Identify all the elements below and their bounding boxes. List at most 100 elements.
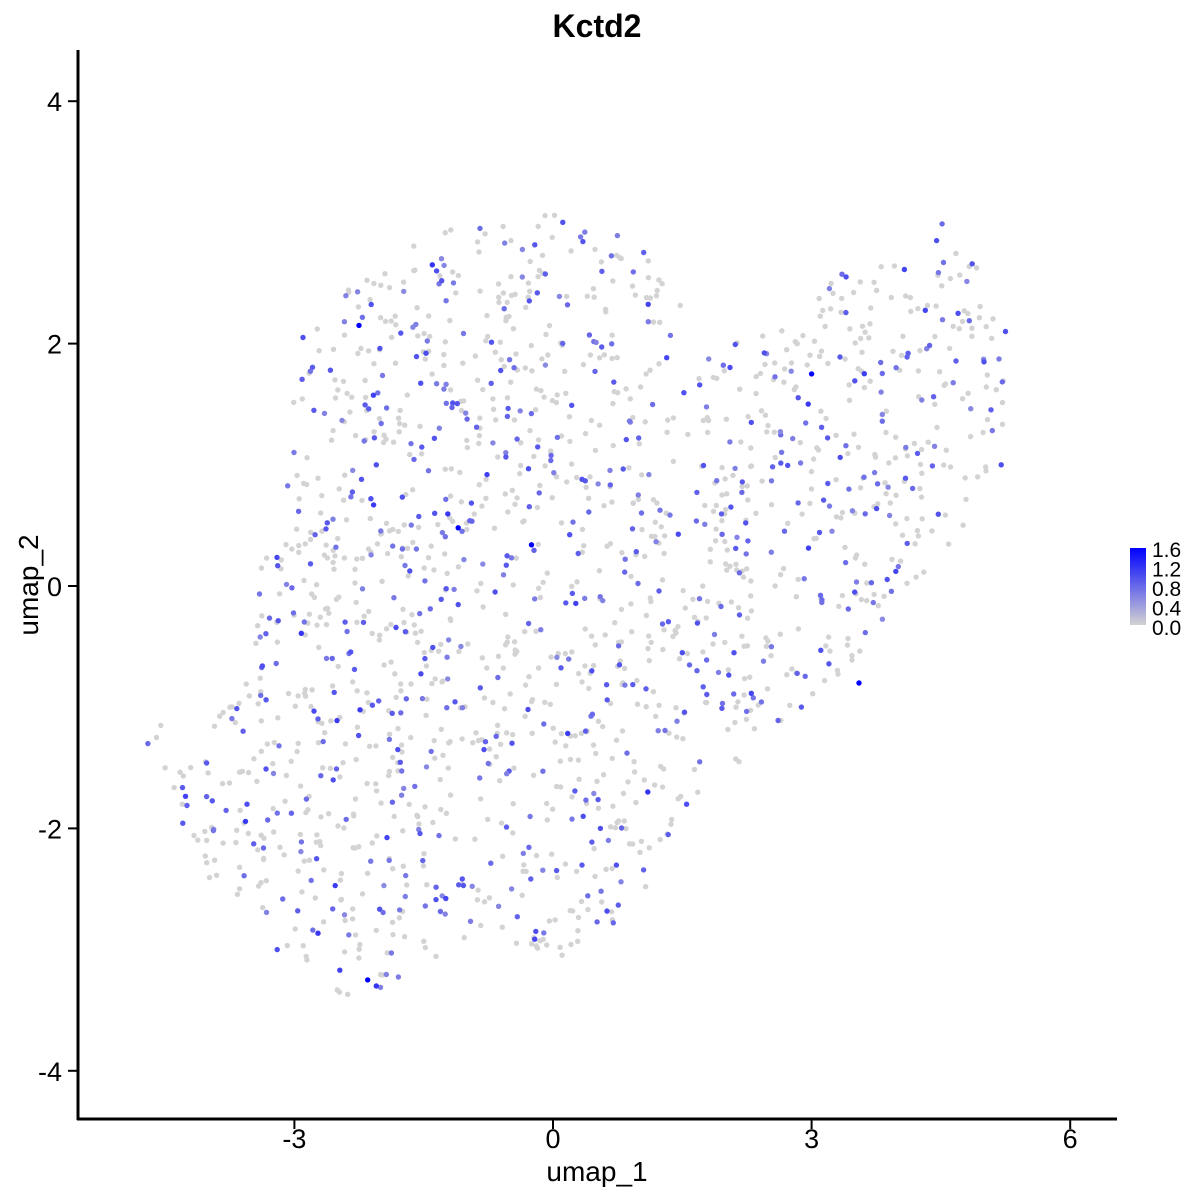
cell-point xyxy=(580,238,586,245)
cell-point xyxy=(452,699,458,705)
cell-point xyxy=(498,357,504,363)
cell-point xyxy=(424,338,430,344)
cell-point xyxy=(396,915,403,921)
cell-point xyxy=(983,323,989,330)
cell-point xyxy=(439,678,446,684)
cell-point xyxy=(328,718,334,724)
cell-point xyxy=(333,766,340,772)
cell-point xyxy=(417,610,423,617)
cell-point xyxy=(666,730,672,736)
cell-point xyxy=(874,481,881,487)
cell-point xyxy=(508,555,515,561)
cell-point xyxy=(445,765,451,771)
cell-point xyxy=(596,355,603,361)
cell-point xyxy=(301,858,307,864)
cell-point xyxy=(308,529,314,535)
cell-point xyxy=(450,280,457,286)
cell-point xyxy=(560,340,566,347)
cell-point xyxy=(362,377,368,384)
cell-point xyxy=(203,793,210,800)
cell-point xyxy=(793,594,800,600)
cell-point xyxy=(490,396,496,402)
cell-point xyxy=(862,629,868,636)
cell-point xyxy=(839,295,845,302)
cell-point xyxy=(315,930,321,936)
cell-point xyxy=(326,811,332,817)
cell-point xyxy=(873,287,880,294)
cell-point xyxy=(908,308,914,315)
cell-point xyxy=(364,780,370,787)
cell-point xyxy=(290,610,297,616)
cell-point xyxy=(398,681,404,687)
cell-point xyxy=(490,440,496,446)
cell-point xyxy=(542,463,548,469)
cell-point xyxy=(646,633,652,639)
cell-point xyxy=(962,475,968,481)
cell-point xyxy=(610,442,616,449)
cell-point xyxy=(610,803,616,809)
cell-point xyxy=(388,621,394,628)
cell-point xyxy=(437,908,444,915)
cell-point xyxy=(675,623,681,630)
cell-point xyxy=(352,932,359,938)
cell-point xyxy=(748,419,754,426)
cell-point xyxy=(563,390,569,396)
cell-point xyxy=(589,839,595,845)
cell-point xyxy=(574,579,580,585)
cell-point xyxy=(376,698,382,704)
cell-point xyxy=(826,661,832,667)
cell-point xyxy=(582,626,588,632)
cell-point xyxy=(725,667,731,673)
cell-point xyxy=(483,338,489,344)
cell-point xyxy=(650,689,657,695)
cell-point xyxy=(295,908,301,914)
cell-point xyxy=(204,837,210,844)
cell-point xyxy=(513,351,519,357)
cell-point xyxy=(495,454,501,460)
cell-point xyxy=(416,513,422,520)
cell-point xyxy=(427,606,433,612)
cell-point xyxy=(573,600,579,607)
cell-point xyxy=(733,704,739,710)
cell-point xyxy=(935,511,941,517)
cell-point xyxy=(158,722,164,729)
cell-point xyxy=(638,838,645,844)
cell-point xyxy=(566,656,572,662)
cell-point xyxy=(670,633,676,640)
cell-point xyxy=(299,396,305,402)
cell-point xyxy=(859,349,865,355)
cell-point xyxy=(565,730,571,737)
cell-point xyxy=(540,867,546,873)
cell-point xyxy=(390,526,396,533)
cell-point xyxy=(320,919,327,925)
cell-point xyxy=(343,293,349,299)
cell-point xyxy=(669,816,675,823)
cell-point xyxy=(694,620,701,626)
cell-point xyxy=(626,418,633,424)
cell-point xyxy=(503,454,509,460)
cell-point xyxy=(989,427,995,434)
cell-point xyxy=(532,936,538,942)
cell-point xyxy=(881,593,887,599)
cell-point xyxy=(256,591,263,597)
cell-point xyxy=(432,676,438,682)
cell-point xyxy=(422,578,428,584)
cell-point xyxy=(298,848,304,855)
cell-point xyxy=(808,371,815,377)
cell-point xyxy=(576,776,582,782)
cell-point xyxy=(527,288,533,294)
cell-point xyxy=(662,727,668,734)
cell-point xyxy=(529,730,535,736)
cell-point xyxy=(315,475,321,481)
cell-point xyxy=(449,404,455,411)
cell-point xyxy=(366,743,373,749)
cell-point xyxy=(496,294,502,300)
cell-point xyxy=(527,427,533,434)
cell-point xyxy=(514,914,520,920)
cell-point xyxy=(145,740,151,747)
cell-point xyxy=(209,798,215,804)
cell-point xyxy=(570,908,576,914)
cell-point xyxy=(355,732,362,739)
cell-point xyxy=(431,435,438,441)
cell-point xyxy=(732,719,738,726)
